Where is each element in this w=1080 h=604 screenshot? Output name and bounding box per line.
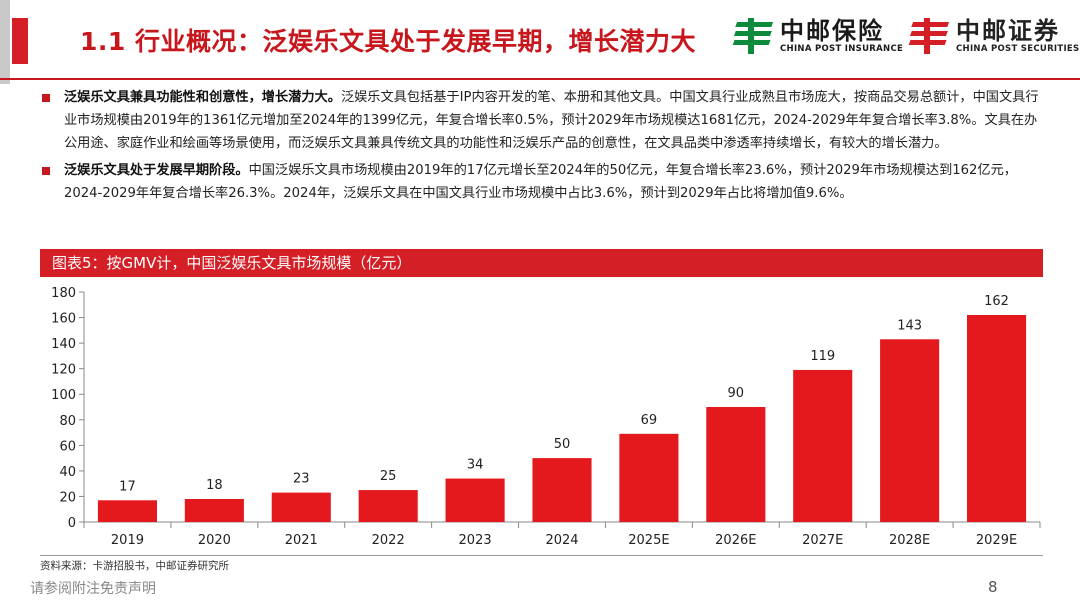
insurance-logo-sub: CHINA POST INSURANCE [780, 44, 904, 54]
bar [445, 478, 505, 522]
data-label: 34 [467, 458, 484, 473]
data-label: 69 [641, 413, 658, 428]
data-label: 143 [897, 318, 922, 333]
china-post-securities-logo: 中邮证券 CHINA POST SECURITIES [906, 14, 1079, 58]
x-tick-label: 2029E [976, 533, 1017, 548]
x-tick-label: 2020 [198, 533, 231, 548]
bullet-text: 中国泛娱乐文具市场规模由2019年的17亿元增长至2024年的50亿元，年复合增… [64, 163, 1017, 201]
bar [619, 433, 679, 522]
page-number: 8 [988, 578, 998, 596]
bullet-point: 泛娱乐文具处于发展早期阶段。中国泛娱乐文具市场规模由2019年的17亿元增长至2… [40, 159, 1050, 205]
x-tick-label: 2028E [889, 533, 930, 548]
china-post-insurance-logo: 中邮保险 CHINA POST INSURANCE [730, 14, 903, 58]
x-tick-label: 2026E [715, 533, 756, 548]
bar [97, 500, 158, 522]
x-tick-label: 2025E [628, 533, 669, 548]
summary-bullets: 泛娱乐文具兼具功能性和创意性，增长潜力大。泛娱乐文具包括基于IP内容开发的笔、本… [40, 86, 1050, 209]
data-label: 90 [728, 386, 745, 401]
chart-caption: 图表5：按GMV计，中国泛娱乐文具市场规模（亿元） [40, 249, 1043, 277]
bar [880, 339, 940, 522]
data-label: 23 [293, 472, 310, 487]
bar [184, 499, 244, 522]
securities-logo-sub: CHINA POST SECURITIES [956, 44, 1080, 54]
y-tick-label: 160 [51, 312, 76, 327]
x-tick-label: 2027E [802, 533, 843, 548]
source-note: 资料来源：卡游招股书，中邮证券研究所 [40, 560, 229, 572]
bar [706, 407, 766, 522]
insurance-logo-name: 中邮保险 [780, 17, 884, 45]
header-divider [0, 78, 1080, 80]
title-accent [12, 18, 28, 64]
x-tick-label: 2021 [285, 533, 318, 548]
y-tick-label: 140 [51, 337, 76, 352]
china-post-securities-emblem-icon [908, 18, 950, 54]
y-tick-label: 100 [51, 388, 76, 403]
data-label: 17 [119, 479, 136, 494]
bullet-point: 泛娱乐文具兼具功能性和创意性，增长潜力大。泛娱乐文具包括基于IP内容开发的笔、本… [40, 86, 1050, 155]
x-tick-label: 2023 [459, 533, 492, 548]
y-tick-label: 80 [59, 414, 76, 429]
y-tick-label: 60 [59, 439, 76, 454]
page-title: 1.1 行业概况：泛娱乐文具处于发展早期，增长潜力大 [80, 27, 696, 56]
side-strip [0, 0, 10, 84]
data-label: 119 [810, 349, 835, 364]
securities-logo-name: 中邮证券 [956, 17, 1060, 45]
y-tick-label: 20 [59, 490, 76, 505]
bar [532, 458, 592, 522]
data-label: 18 [206, 478, 223, 493]
y-tick-label: 180 [51, 286, 76, 301]
y-tick-label: 120 [51, 363, 76, 378]
y-tick-label: 40 [59, 465, 76, 480]
source-divider [40, 555, 1043, 556]
y-tick-label: 0 [68, 516, 76, 531]
x-tick-label: 2024 [545, 533, 578, 548]
bar [271, 492, 331, 522]
bullet-heading: 泛娱乐文具兼具功能性和创意性，增长潜力大。 [64, 90, 341, 105]
x-tick-label: 2022 [372, 533, 405, 548]
bullet-heading: 泛娱乐文具处于发展早期阶段。 [64, 163, 249, 178]
disclaimer-footer: 请参阅附注免责声明 [30, 581, 156, 597]
market-size-bar-chart: 0 20 40 60 80 100 120 140 160 180 17 2019 18 2020 23 20… [51, 286, 1041, 548]
data-label: 25 [380, 469, 397, 484]
china-post-insurance-emblem-icon [732, 18, 774, 54]
bar [793, 369, 853, 522]
x-tick-label: 2019 [111, 533, 144, 548]
data-label: 50 [554, 437, 571, 452]
bar [966, 315, 1027, 522]
data-label: 162 [984, 294, 1009, 309]
bullet-text: 泛娱乐文具包括基于IP内容开发的笔、本册和其他文具。中国文具行业成熟且市场庞大，… [64, 90, 1039, 151]
bar [358, 490, 418, 522]
